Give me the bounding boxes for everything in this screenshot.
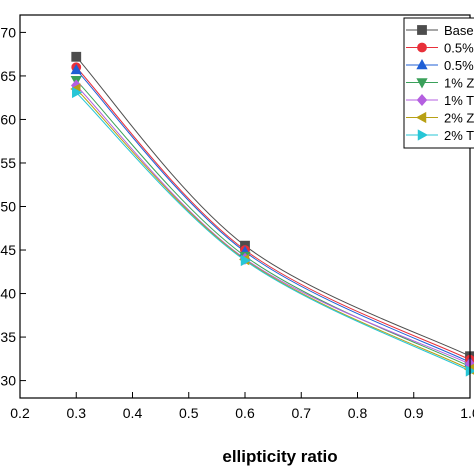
legend-label: 0.5% bbox=[444, 41, 474, 56]
data-point-series-7 bbox=[240, 254, 252, 267]
data-point-series-3 bbox=[70, 63, 82, 75]
legend-marker bbox=[416, 78, 428, 89]
x-tick-label: 0.6 bbox=[235, 405, 255, 421]
data-point-series-7 bbox=[72, 86, 83, 99]
y-tick-label: 55 bbox=[0, 155, 16, 171]
x-tick-label: 0.8 bbox=[348, 405, 368, 421]
x-tick-label: 0.4 bbox=[123, 405, 143, 421]
legend-marker bbox=[416, 58, 428, 70]
y-tick-label: 70 bbox=[0, 24, 16, 40]
x-tick-label: 1.0 bbox=[460, 405, 474, 421]
legend-marker bbox=[415, 111, 427, 124]
x-tick-label: 0.3 bbox=[67, 405, 87, 421]
y-tick-label: 30 bbox=[0, 373, 16, 389]
y-tick-label: 50 bbox=[0, 199, 16, 215]
y-tick-label: 45 bbox=[0, 242, 16, 258]
x-tick-label: 0.7 bbox=[292, 405, 312, 421]
x-tick-label: 0.9 bbox=[404, 405, 424, 421]
legend-marker bbox=[417, 129, 429, 141]
legend-label: 2% Z bbox=[444, 111, 474, 126]
legend-label: Base bbox=[444, 23, 474, 38]
legend-label: 1% Z bbox=[444, 76, 474, 91]
y-tick-label: 35 bbox=[0, 329, 16, 345]
y-tick-label: 65 bbox=[0, 68, 16, 84]
legend-marker bbox=[416, 93, 428, 107]
legend-items: Base 0.5% 0.5% 1% Z 1% T 2% Z 2% T bbox=[406, 23, 474, 143]
legend: Base 0.5% 0.5% 1% Z 1% T 2% Z 2% T bbox=[403, 17, 474, 149]
legend-marker bbox=[417, 42, 427, 53]
y-tick-label: 60 bbox=[0, 111, 16, 127]
data-point-series-1 bbox=[71, 51, 82, 62]
legend-label: 1% T bbox=[444, 93, 474, 108]
legend-marker bbox=[417, 25, 427, 35]
legend-label: 0.5% bbox=[444, 58, 474, 73]
x-axis-ticks: 0.2 0.3 0.4 0.5 0.6 0.7 0.8 0.9 1.0 bbox=[10, 392, 474, 421]
x-tick-label: 0.2 bbox=[10, 405, 30, 421]
y-axis-ticks: 30 35 40 45 50 55 60 65 70 bbox=[0, 24, 26, 389]
y-tick-label: 40 bbox=[0, 286, 16, 302]
x-tick-label: 0.5 bbox=[179, 405, 199, 421]
legend-label: 2% T bbox=[444, 128, 474, 143]
x-axis-title: ellipticity ratio bbox=[222, 447, 337, 466]
